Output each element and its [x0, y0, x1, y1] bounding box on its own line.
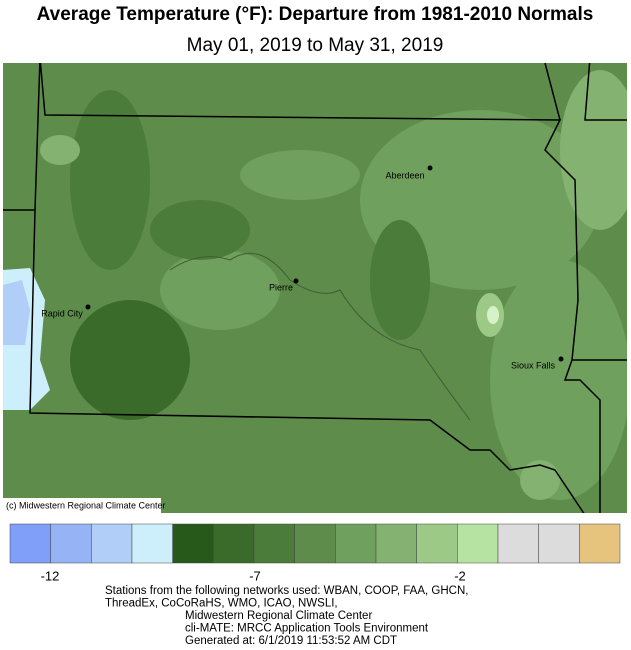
footer-line: Stations from the following networks use… — [105, 585, 468, 597]
credit: (c) Midwestern Regional Climate Center — [6, 500, 166, 510]
city-label: Sioux Falls — [511, 360, 556, 370]
legend-swatch — [131, 523, 173, 564]
legend-tick-label: -12 — [41, 568, 60, 583]
city-dot — [293, 278, 299, 284]
footer-line: Midwestern Regional Climate Center — [185, 610, 372, 622]
city-label: Rapid City — [41, 308, 83, 318]
river — [169, 252, 471, 421]
shade — [560, 70, 627, 230]
city-label: Aberdeen — [385, 170, 424, 180]
legend-swatch — [579, 523, 621, 564]
title: Average Temperature (°F): Departure from… — [37, 4, 594, 25]
legend-swatch — [457, 523, 499, 564]
footer-line: cli-MATE: MRCC Application Tools Environ… — [185, 623, 429, 635]
legend-swatch — [50, 523, 92, 564]
city-dot — [558, 356, 564, 362]
legend: -12 -7 -2 — [9, 523, 621, 583]
shade — [520, 460, 560, 500]
state-border — [3, 63, 627, 513]
shade — [40, 135, 80, 165]
footer-line: Generated at: 6/1/2019 11:53:52 AM CDT — [185, 635, 397, 645]
legend-swatch — [253, 523, 295, 564]
credit-box — [3, 498, 161, 513]
legend-swatch — [375, 523, 417, 564]
city-dot — [427, 165, 433, 171]
shade — [370, 220, 430, 340]
footer-line: ThreadEx, CoCoRaHS, WMO, ICAO, NWSLI, — [105, 598, 338, 610]
shade — [487, 306, 499, 324]
legend-swatch — [416, 523, 458, 564]
legend-swatch — [294, 523, 336, 564]
cold-area — [3, 280, 30, 345]
shade — [160, 250, 280, 330]
footer: Stations from the following networks use… — [105, 585, 468, 647]
legend-swatch — [335, 523, 377, 564]
legend-swatch — [213, 523, 255, 564]
legend-swatch — [172, 523, 214, 564]
subtitle: May 01, 2019 to May 31, 2019 — [187, 35, 444, 56]
legend-tick-label: -2 — [454, 568, 466, 583]
shade — [70, 90, 150, 270]
city-label: Pierre — [269, 282, 293, 292]
map: (c) Midwestern Regional Climate Center A… — [3, 63, 627, 513]
shade — [490, 260, 627, 500]
legend-swatch — [538, 523, 580, 564]
legend-swatch — [91, 523, 133, 564]
shade — [150, 200, 250, 260]
legend-swatch — [9, 523, 51, 564]
shade — [240, 150, 360, 200]
legend-swatch — [497, 523, 539, 564]
legend-tick-label: -7 — [249, 568, 261, 583]
shade — [70, 300, 190, 420]
city-dot — [85, 304, 91, 310]
